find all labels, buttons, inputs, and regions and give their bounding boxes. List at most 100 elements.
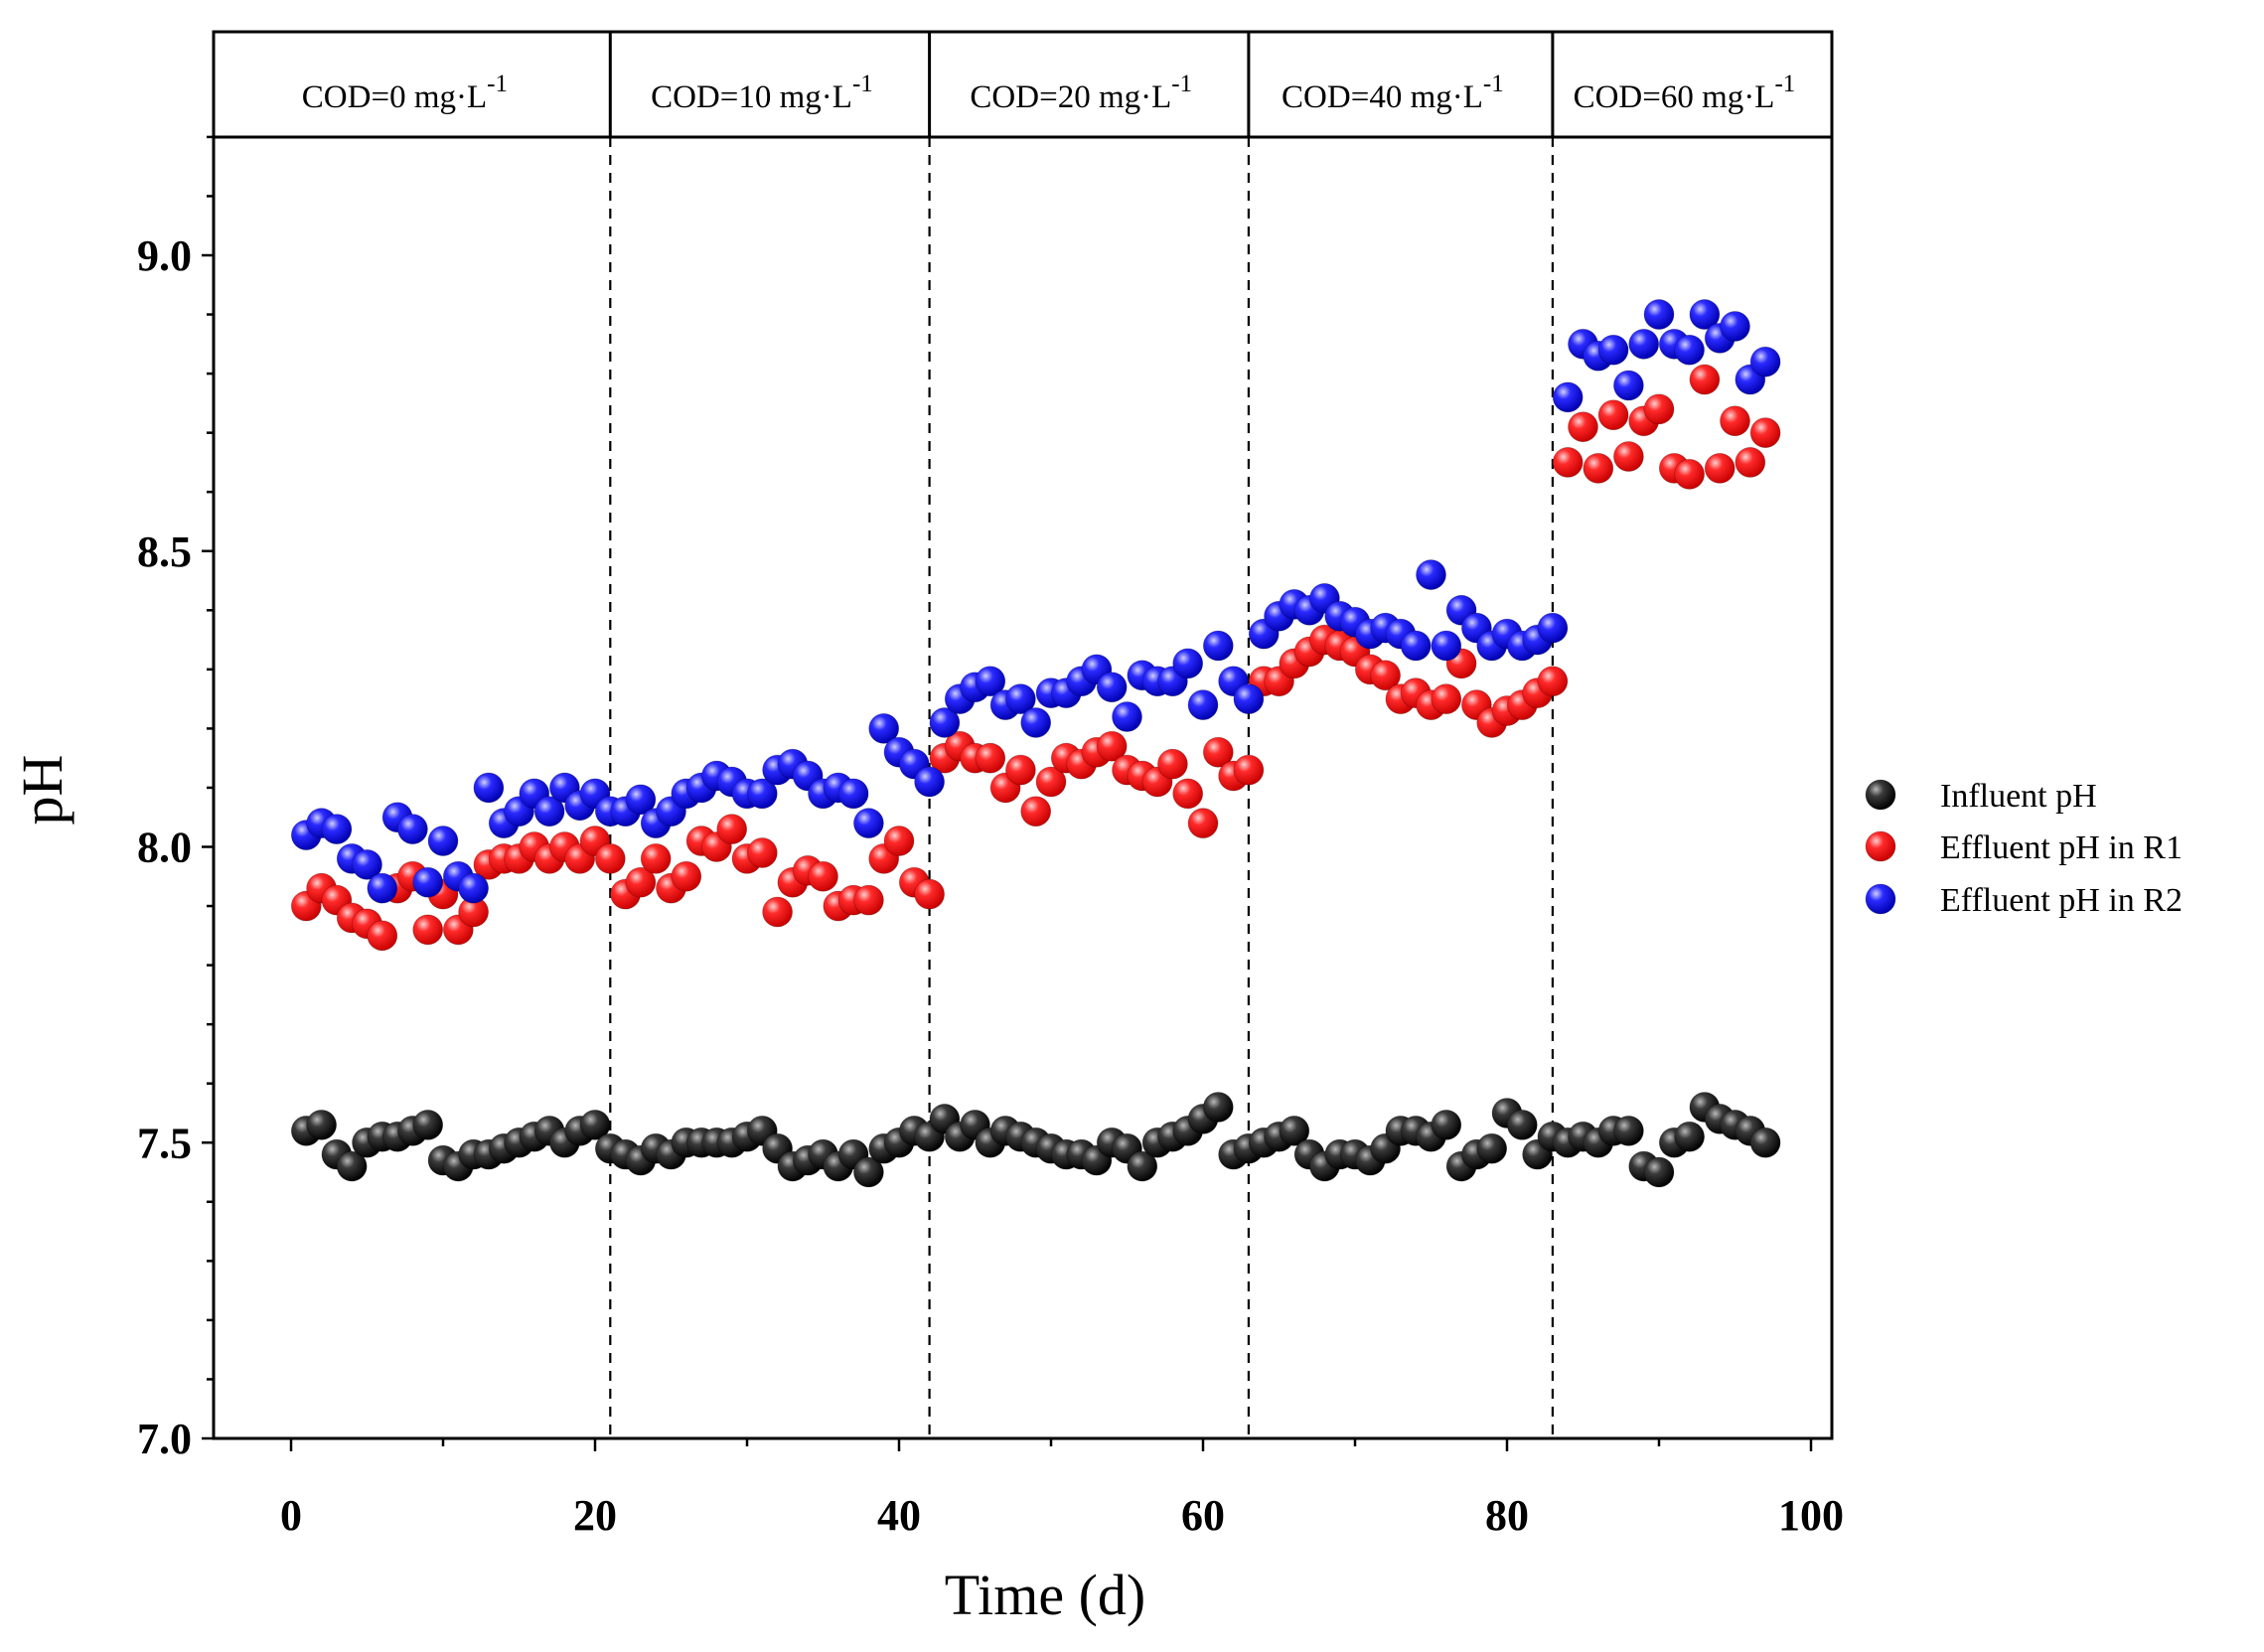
effluent-r1-point xyxy=(1431,683,1462,715)
effluent-r2-point xyxy=(367,872,398,904)
phase-label-superscript: -1 xyxy=(1774,71,1795,97)
effluent-r1-point xyxy=(1552,447,1584,478)
effluent-r1-point xyxy=(1157,748,1188,780)
phase-label: COD=60 mg·L-1 xyxy=(1574,71,1796,115)
phase-label: COD=10 mg·L-1 xyxy=(651,71,873,115)
effluent-r1-point xyxy=(1597,399,1629,431)
legend-marker-effluent-r2 xyxy=(1865,883,1896,915)
effluent-r1-point xyxy=(1735,447,1766,478)
phase-label-text: COD=60 mg·L xyxy=(1574,79,1775,115)
legend-label: Effluent pH in R2 xyxy=(1940,882,2183,919)
influent-ph-point xyxy=(1674,1121,1705,1152)
series-effluent-r2 xyxy=(290,299,1781,904)
effluent-r1-point xyxy=(1583,452,1614,484)
effluent-r2-point xyxy=(746,778,778,810)
influent-ph-point xyxy=(306,1109,338,1140)
effluent-r2-point xyxy=(868,713,900,744)
phase-label-text: COD=40 mg·L xyxy=(1282,79,1483,115)
phase-labels: COD=0 mg·L-1 COD=10 mg·L-1 COD=20 mg·L-1 CO… xyxy=(302,71,1795,115)
effluent-r1-point xyxy=(1613,441,1644,472)
effluent-r1-point xyxy=(1035,766,1067,798)
effluent-r2-point xyxy=(975,666,1006,697)
data-points xyxy=(290,299,1781,1188)
influent-ph-point xyxy=(1613,1115,1644,1146)
influent-ph-point xyxy=(1127,1150,1158,1182)
effluent-r1-point xyxy=(883,826,915,856)
effluent-r1-point xyxy=(1187,808,1219,839)
effluent-r1-point xyxy=(1370,660,1401,691)
x-tick-label: 60 xyxy=(1181,1491,1225,1540)
effluent-r2-point xyxy=(321,814,353,845)
effluent-r2-point xyxy=(396,814,428,845)
effluent-r2-point xyxy=(1112,701,1142,732)
effluent-r1-point xyxy=(1233,754,1265,786)
effluent-r2-point xyxy=(458,872,490,904)
effluent-r2-point xyxy=(1613,370,1644,401)
y-tick-label: 8.0 xyxy=(137,824,192,872)
effluent-r1-point xyxy=(1749,417,1781,449)
effluent-r1-point xyxy=(1172,778,1204,810)
effluent-r2-point xyxy=(929,707,961,738)
effluent-r2-point xyxy=(1720,311,1750,342)
phase-header-frame xyxy=(212,30,1834,139)
y-axis-title: pH xyxy=(10,755,75,826)
effluent-r1-point xyxy=(1096,730,1128,762)
series-effluent-r1 xyxy=(290,364,1781,952)
phase-label: COD=40 mg·L-1 xyxy=(1282,71,1504,115)
effluent-r1-point xyxy=(1202,736,1234,768)
effluent-r2-point xyxy=(1172,648,1204,679)
influent-ph-point xyxy=(336,1150,368,1182)
phase-label-superscript: -1 xyxy=(1171,71,1192,97)
effluent-r2-point xyxy=(352,848,382,880)
effluent-r1-point xyxy=(975,742,1006,774)
effluent-r2-point xyxy=(1096,672,1128,703)
phase-label-text: COD=10 mg·L xyxy=(651,79,852,115)
effluent-r1-point xyxy=(914,878,945,910)
y-tick-label: 9.0 xyxy=(137,231,192,280)
legend-marker-effluent-r1 xyxy=(1865,830,1896,862)
effluent-r2-point xyxy=(1749,346,1781,377)
effluent-r1-point xyxy=(1689,364,1721,395)
influent-ph-point xyxy=(1202,1092,1234,1123)
y-tick-label: 8.5 xyxy=(137,527,192,576)
effluent-r2-point xyxy=(1005,683,1036,715)
x-tick-label: 0 xyxy=(280,1491,302,1540)
effluent-r2-point xyxy=(1400,630,1432,662)
effluent-r2-point xyxy=(1689,299,1721,330)
influent-ph-point xyxy=(853,1156,884,1188)
phase-label-superscript: -1 xyxy=(1483,71,1504,97)
phase-label-superscript: -1 xyxy=(852,71,873,97)
effluent-r2-point xyxy=(1233,683,1265,715)
effluent-r2-point xyxy=(1552,381,1584,413)
influent-ph-point xyxy=(412,1109,444,1140)
phase-label-text: COD=20 mg·L xyxy=(970,79,1171,115)
effluent-r2-point xyxy=(1537,612,1569,644)
x-tick-label: 80 xyxy=(1485,1491,1529,1540)
effluent-r2-point xyxy=(837,778,869,810)
y-axis: 7.0 7.5 8.0 8.5 9.0 xyxy=(137,135,214,1463)
influent-ph-point xyxy=(1476,1132,1508,1164)
legend-label: Effluent pH in R1 xyxy=(1940,829,2183,866)
effluent-r2-point xyxy=(1628,328,1660,360)
legend-marker-influent-ph xyxy=(1865,779,1896,811)
legend-label: Influent pH xyxy=(1940,778,2097,815)
influent-ph-point xyxy=(1643,1156,1675,1188)
effluent-r1-point xyxy=(1674,458,1705,490)
effluent-r1-point xyxy=(716,814,748,845)
effluent-r1-point xyxy=(412,914,444,946)
influent-ph-point xyxy=(1749,1126,1781,1158)
series-influent-ph xyxy=(290,1092,1781,1188)
effluent-r1-point xyxy=(762,896,793,928)
effluent-r2-point xyxy=(1202,630,1234,662)
effluent-r1-point xyxy=(367,920,398,952)
phase-label: COD=20 mg·L-1 xyxy=(970,71,1192,115)
effluent-r2-point xyxy=(473,772,505,804)
effluent-r1-point xyxy=(808,860,838,892)
effluent-r1-point xyxy=(671,860,702,892)
effluent-r2-point xyxy=(1187,689,1219,720)
effluent-r2-point xyxy=(1431,630,1462,662)
effluent-r2-point xyxy=(1020,707,1052,738)
x-tick-label: 20 xyxy=(573,1491,617,1540)
phase-boundaries xyxy=(608,32,1555,1438)
